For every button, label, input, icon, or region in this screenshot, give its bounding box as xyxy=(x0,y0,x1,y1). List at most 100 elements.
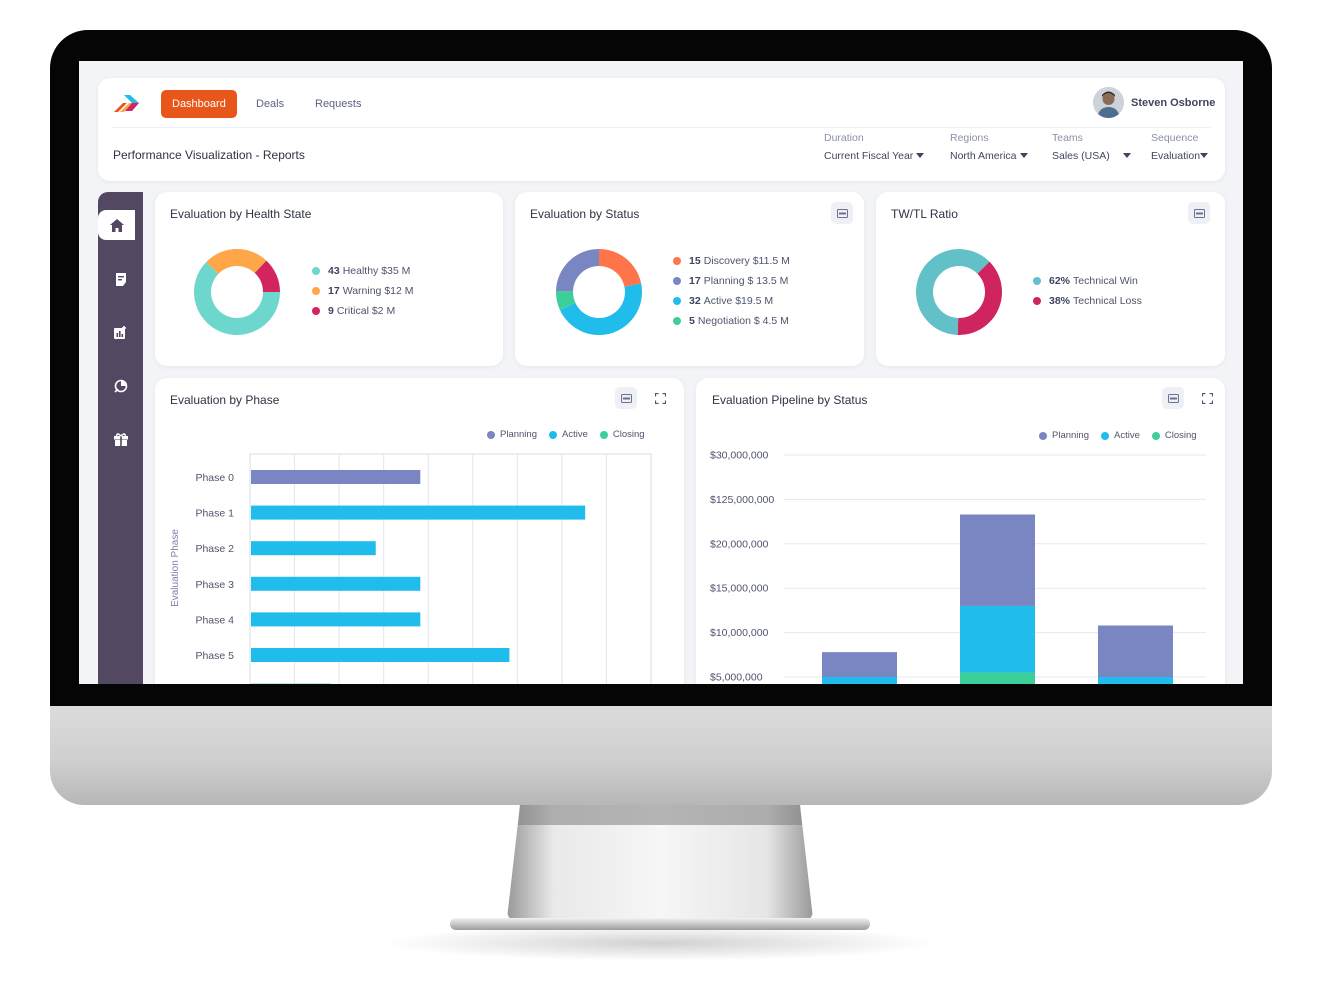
legend-label: Planning xyxy=(1052,430,1089,441)
phase-bar-active xyxy=(251,648,510,662)
legend-item: Active xyxy=(1100,430,1140,441)
phase-bar-planning xyxy=(251,470,421,484)
tab-deals[interactable]: Deals xyxy=(256,98,285,110)
user-name[interactable]: Steven Osborne xyxy=(1131,97,1216,109)
card-pipeline: Evaluation Pipeline by Status Planning A… xyxy=(696,378,1225,684)
legend-dot xyxy=(673,297,681,305)
expand-icon xyxy=(654,392,666,404)
expand-button[interactable] xyxy=(649,387,671,409)
legend-dot xyxy=(1033,297,1041,305)
card-ratio: TW/TL Ratio 62% Technical Win 38% Technica… xyxy=(876,192,1225,366)
brand-logo xyxy=(114,95,139,112)
sidebar-item-documents[interactable] xyxy=(98,264,143,294)
card-title: Evaluation by Status xyxy=(530,207,640,221)
card-health-state: Evaluation by Health State 43 Healthy $35… xyxy=(155,192,503,366)
card-tools xyxy=(1162,387,1218,409)
filter-value[interactable]: Sales (USA) xyxy=(1052,150,1131,162)
legend-dot xyxy=(1039,431,1047,440)
phase-bar-active xyxy=(251,541,376,556)
sidebar-item-add-chart[interactable] xyxy=(98,317,143,347)
export-button[interactable] xyxy=(1188,202,1210,224)
pipeline-bar-segment-planning xyxy=(960,514,1035,606)
legend-label: Active xyxy=(1113,430,1140,441)
home-icon xyxy=(109,218,124,232)
donut-slice-active xyxy=(559,283,642,335)
legend-health-state: 43 Healthy $35 M 17 Warning $12 M 9 Critica… xyxy=(312,261,414,321)
pipeline-stacked-bar-chart: $30,000,000 $125,000,000 $20,000,000 $15,00… xyxy=(710,450,1206,684)
legend-status: 15 Discovery $11.5 M 17 Planning $ 13.5 M … xyxy=(673,251,790,331)
sidebar xyxy=(98,192,143,684)
legend-item: 17 Planning $ 13.5 M xyxy=(673,271,790,291)
legend-text: Active $19.5 M xyxy=(703,295,774,307)
legend-label: Planning xyxy=(500,429,537,440)
chevron-down-icon xyxy=(916,153,925,158)
phase-label: Phase 1 xyxy=(195,508,234,520)
legend-count: 32 xyxy=(689,295,701,307)
card-title: Evaluation Pipeline by Status xyxy=(712,393,868,407)
filter-value[interactable]: North America xyxy=(950,150,1028,162)
legend-dot xyxy=(312,307,320,315)
legend-count: 5 xyxy=(689,315,695,327)
gift-icon xyxy=(113,432,128,446)
file-export-icon xyxy=(836,208,848,218)
legend-label: Active xyxy=(561,429,588,440)
card-tools xyxy=(615,387,671,409)
donut-slice-critical xyxy=(254,260,280,292)
y-tick-label: $20,000,000 xyxy=(710,538,769,550)
filter-duration[interactable]: Duration Current Fiscal Year xyxy=(824,132,925,162)
donut-slice-discovery xyxy=(599,249,642,287)
phase-label: Phase 5 xyxy=(195,650,234,662)
filter-label: Teams xyxy=(1052,132,1083,144)
filter-label: Duration xyxy=(824,132,864,144)
legend-dot xyxy=(673,317,681,325)
legend-item: 17 Warning $12 M xyxy=(312,281,414,301)
tab-requests[interactable]: Requests xyxy=(315,98,362,110)
phase-labels: Phase 0 Phase 1 Phase 2 Phase 3 Phase 4 Phase… xyxy=(195,472,234,662)
export-button[interactable] xyxy=(831,202,853,224)
donut-slice-healthy xyxy=(194,261,280,335)
avatar[interactable] xyxy=(1093,87,1124,118)
pipeline-bar-segment-planning xyxy=(822,652,897,677)
legend-dot xyxy=(1033,277,1041,285)
filter-sequence[interactable]: Sequence Evaluation xyxy=(1151,132,1209,162)
phase-bar-active xyxy=(251,612,421,627)
legend-text: Technical Win xyxy=(1073,275,1138,287)
legend-item: Active xyxy=(548,429,588,440)
y-tick-label: $125,000,000 xyxy=(710,494,774,506)
phase-label: Phase 2 xyxy=(195,543,234,555)
donut-slice-planning xyxy=(556,249,599,292)
pipeline-bar-segment-planning xyxy=(1098,625,1173,677)
legend-item: 62% Technical Win xyxy=(1033,271,1142,291)
tab-dashboard[interactable]: Dashboard xyxy=(161,90,237,118)
filter-value[interactable]: Evaluation xyxy=(1151,150,1209,162)
y-tick-label: $30,000,000 xyxy=(710,450,769,462)
legend-dot xyxy=(1151,431,1160,440)
legend-item: Closing xyxy=(599,429,645,440)
legend-phase: Planning Active Closing xyxy=(487,429,645,440)
donut-status-slices xyxy=(556,249,642,335)
legend-count: 15 xyxy=(689,255,701,267)
sidebar-item-home[interactable] xyxy=(98,210,135,240)
donut-health-state xyxy=(194,249,280,335)
legend-item: Planning xyxy=(487,429,537,440)
sidebar-item-analytics[interactable] xyxy=(98,371,143,401)
donut-ratio xyxy=(916,249,1002,335)
legend-item: 38% Technical Loss xyxy=(1033,291,1142,311)
legend-text: Negotiation $ 4.5 M xyxy=(697,315,789,327)
filter-label: Sequence xyxy=(1151,132,1199,144)
legend-item: 32 Active $19.5 M xyxy=(673,291,790,311)
export-button[interactable] xyxy=(615,387,637,409)
top-header: Dashboard Deals Requests Steven Osborne … xyxy=(98,78,1225,181)
sidebar-item-rewards[interactable] xyxy=(98,424,143,454)
legend-item: 9 Critical $2 M xyxy=(312,301,414,321)
legend-count: 38% xyxy=(1049,295,1071,307)
filter-label: Regions xyxy=(950,132,989,144)
export-button[interactable] xyxy=(1162,387,1184,409)
expand-button[interactable] xyxy=(1196,387,1218,409)
chevron-down-icon xyxy=(1200,153,1209,158)
donut-slice-warning xyxy=(206,249,267,274)
filter-regions[interactable]: Regions North America xyxy=(950,132,1028,162)
filter-value[interactable]: Current Fiscal Year xyxy=(824,150,925,162)
donut-ratio-slices xyxy=(916,249,1002,335)
filter-teams[interactable]: Teams Sales (USA) xyxy=(1052,132,1131,162)
